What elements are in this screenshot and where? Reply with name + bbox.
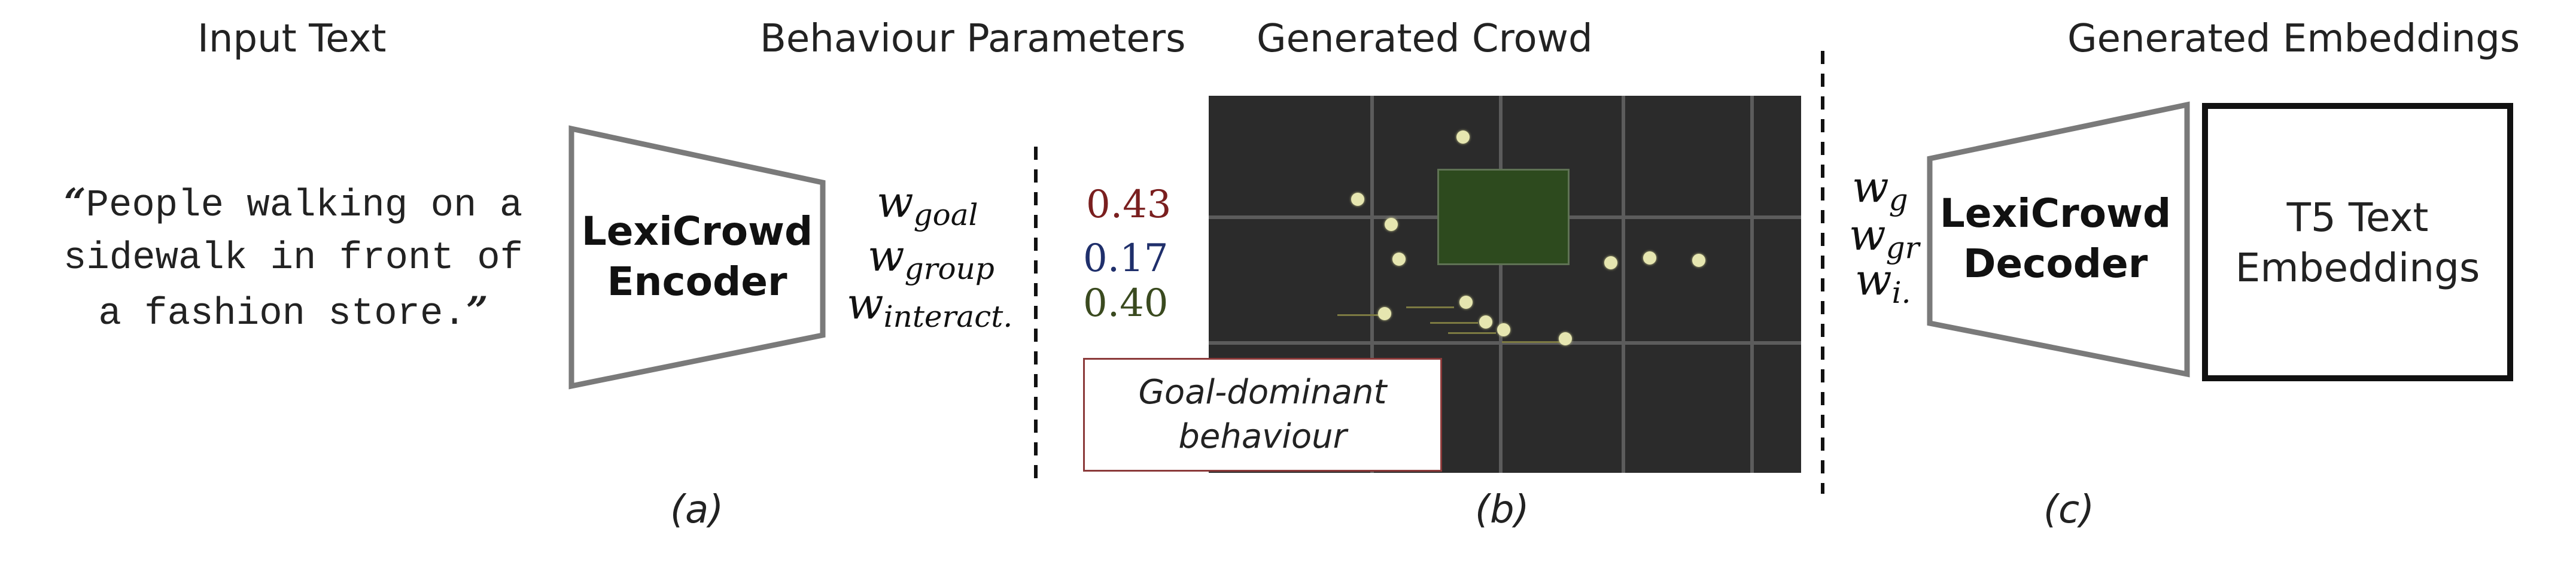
w-gr-label: wgr — [1849, 209, 1920, 265]
grid-line — [1622, 96, 1625, 473]
dashed-divider-left — [1034, 147, 1038, 482]
agent — [1643, 251, 1656, 265]
agent-trail — [1430, 322, 1478, 324]
encoder-shape — [568, 125, 826, 390]
quote-line-3: a fashion store.” — [98, 288, 488, 336]
agent — [1459, 296, 1473, 309]
agent — [1604, 256, 1617, 269]
encoder-label: LexiCrowd Encoder — [581, 208, 813, 305]
caption-c: (c) — [2043, 488, 2095, 532]
goal-value: 0.43 — [1086, 183, 1172, 227]
agent — [1351, 193, 1364, 206]
caption-a: (a) — [670, 488, 724, 532]
w-i-label: wi. — [1855, 254, 1911, 310]
obstacle — [1437, 169, 1570, 265]
caption-b: (b) — [1475, 488, 1529, 532]
input-text-heading: Input Text — [197, 17, 387, 61]
w-interact-label: winteract. — [847, 278, 1013, 334]
agent-trail — [1502, 341, 1562, 343]
quote-line-2: sidewalk in front of — [63, 237, 524, 280]
agent-trail — [1406, 306, 1454, 308]
agent — [1479, 315, 1492, 329]
quote-line-1: “People walking on a — [63, 180, 523, 227]
t5-embeddings-box: T5 Text Embeddings — [2202, 103, 2513, 381]
open-quote-mark: “ — [63, 180, 86, 225]
grid-line — [1499, 96, 1503, 473]
generated-crowd-heading: Generated Crowd — [1257, 17, 1593, 61]
agent — [1385, 218, 1398, 231]
decoder-label: LexiCrowd Decoder — [1939, 190, 2171, 287]
agent — [1692, 254, 1705, 267]
group-value: 0.17 — [1083, 236, 1169, 281]
grid-line — [1209, 341, 1801, 345]
agent-trail — [1337, 314, 1385, 316]
crowd-simulation-view — [1209, 96, 1801, 473]
agent — [1378, 307, 1391, 320]
generated-embeddings-heading: Generated Embeddings — [2067, 17, 2520, 61]
input-text-quote: “People walking on a sidewalk in front o… — [12, 177, 574, 341]
decoder-shape — [1927, 101, 2190, 378]
agent-trail — [1448, 332, 1496, 334]
close-quote-mark: ” — [466, 288, 488, 333]
behaviour-label-box: Goal-dominant behaviour — [1083, 358, 1442, 472]
w-group-label: wgroup — [868, 230, 994, 286]
w-g-label: wg — [1852, 162, 1908, 217]
grid-line — [1750, 96, 1754, 473]
behaviour-parameters-heading: Behaviour Parameters — [760, 17, 1186, 61]
agent — [1497, 323, 1510, 336]
agent — [1392, 253, 1406, 266]
agent — [1559, 332, 1572, 345]
agent — [1456, 130, 1470, 144]
w-goal-label: wgoal — [877, 177, 978, 232]
grid-line — [1370, 96, 1374, 473]
interaction-value: 0.40 — [1083, 281, 1169, 326]
dashed-divider-right — [1821, 51, 1824, 494]
